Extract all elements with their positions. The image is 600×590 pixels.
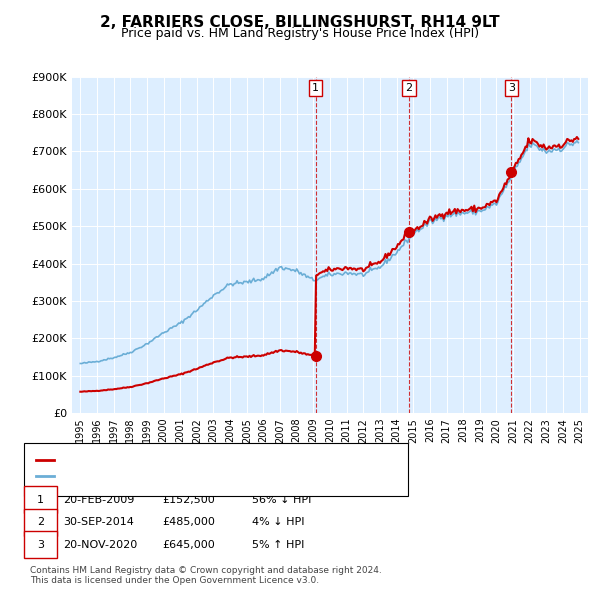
Text: Price paid vs. HM Land Registry's House Price Index (HPI): Price paid vs. HM Land Registry's House … (121, 27, 479, 40)
Text: 3: 3 (37, 540, 44, 549)
Text: 56% ↓ HPI: 56% ↓ HPI (252, 495, 311, 504)
Text: 2, FARRIERS CLOSE, BILLINGSHURST, RH14 9LT: 2, FARRIERS CLOSE, BILLINGSHURST, RH14 9… (100, 15, 500, 30)
Text: 2, FARRIERS CLOSE, BILLINGSHURST, RH14 9LT (detached house): 2, FARRIERS CLOSE, BILLINGSHURST, RH14 9… (57, 455, 396, 465)
Text: 3: 3 (508, 83, 515, 93)
Text: 5% ↑ HPI: 5% ↑ HPI (252, 540, 304, 549)
Text: 2: 2 (37, 517, 44, 527)
Text: 20-FEB-2009: 20-FEB-2009 (63, 495, 134, 504)
Text: 4% ↓ HPI: 4% ↓ HPI (252, 517, 305, 527)
Text: £645,000: £645,000 (162, 540, 215, 549)
Text: £152,500: £152,500 (162, 495, 215, 504)
Text: Contains HM Land Registry data © Crown copyright and database right 2024.: Contains HM Land Registry data © Crown c… (30, 566, 382, 575)
Text: HPI: Average price, detached house, Horsham: HPI: Average price, detached house, Hors… (57, 471, 297, 481)
Text: This data is licensed under the Open Government Licence v3.0.: This data is licensed under the Open Gov… (30, 576, 319, 585)
Text: 1: 1 (37, 495, 44, 504)
Text: 20-NOV-2020: 20-NOV-2020 (63, 540, 137, 549)
Text: 1: 1 (312, 83, 319, 93)
Text: 2: 2 (406, 83, 413, 93)
Text: £485,000: £485,000 (162, 517, 215, 527)
Text: 30-SEP-2014: 30-SEP-2014 (63, 517, 134, 527)
